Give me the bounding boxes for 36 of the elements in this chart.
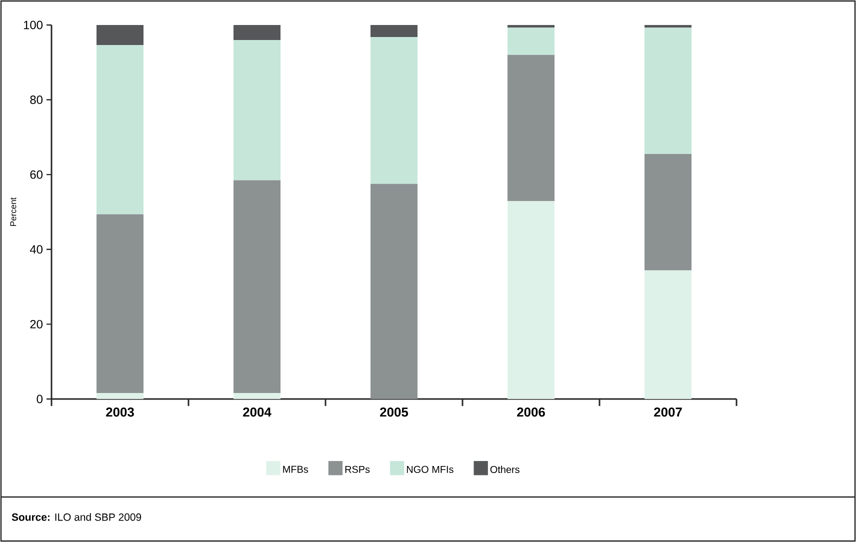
bar — [234, 40, 281, 180]
bar — [234, 180, 281, 393]
text: Source: ILO and SBP 2009 — [12, 513, 142, 521]
x-tick-label: 2004 — [243, 408, 272, 417]
bar — [508, 201, 555, 399]
legend-label: MFBs — [283, 466, 308, 473]
legend-label: NGO MFIs — [406, 466, 454, 473]
bar — [96, 24, 144, 46]
y-tick-label: 60 — [30, 170, 43, 179]
bar — [234, 24, 281, 40]
bar — [234, 393, 281, 399]
bar — [508, 24, 555, 28]
legend-label: RSPs — [345, 466, 370, 473]
bar — [96, 393, 144, 399]
bar — [508, 54, 555, 202]
y-tick-label: 20 — [30, 320, 43, 328]
bar — [644, 28, 692, 154]
bar — [370, 24, 418, 37]
y-tick-label: 80 — [30, 96, 43, 104]
y-tick-label: 100 — [24, 20, 43, 30]
x-tick-label: 2007 — [654, 408, 682, 417]
y-tick-label: 0 — [36, 394, 43, 404]
bar — [370, 184, 418, 399]
bar — [370, 36, 418, 184]
bar — [96, 214, 144, 393]
bar — [644, 154, 692, 270]
legend-label: Others — [490, 466, 520, 474]
y-tick-label: 40 — [30, 245, 43, 254]
x-tick-label: 2006 — [517, 408, 545, 417]
bar — [96, 45, 144, 214]
bar — [644, 24, 692, 28]
y-axis-title: Percent — [10, 197, 16, 226]
bar — [508, 28, 555, 55]
bar — [644, 270, 692, 399]
x-tick-label: 2005 — [380, 408, 408, 417]
x-tick-label: 2003 — [106, 408, 134, 417]
